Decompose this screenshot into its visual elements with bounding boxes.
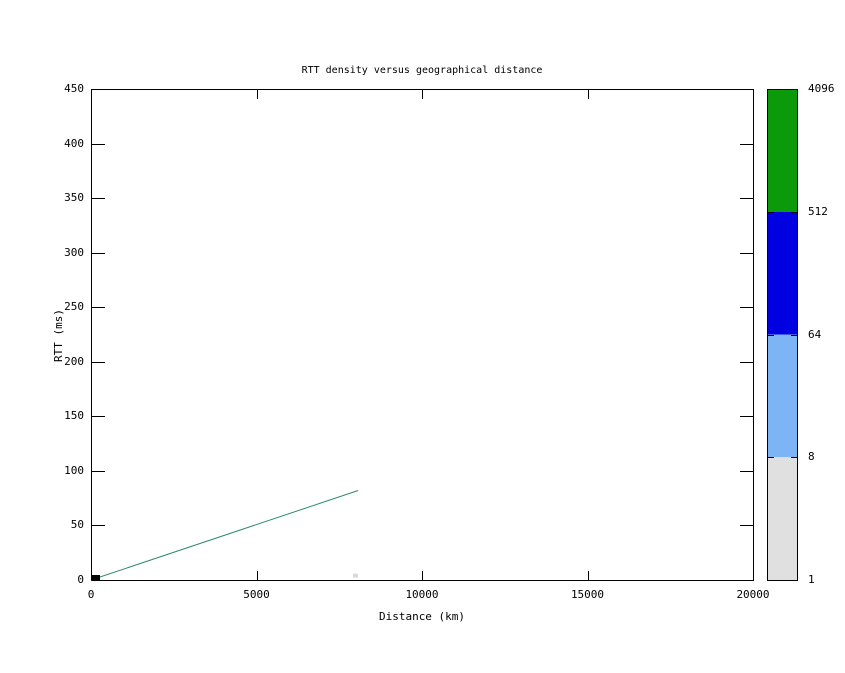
y-tick-label: 0 [77, 573, 84, 586]
x-tick-label: 15000 [570, 588, 605, 601]
x-tick-label: 20000 [736, 588, 770, 601]
colorbar-segment [767, 457, 797, 580]
chart-title: RTT density versus geographical distance [301, 65, 543, 76]
x-tick-label: 0 [87, 588, 95, 601]
colorbar-tick-label: 64 [808, 327, 822, 341]
colorbar-segment [767, 89, 797, 212]
colorbar-segment [767, 334, 797, 458]
y-tick-label: 100 [64, 463, 84, 477]
sparse-density-point [352, 573, 358, 578]
origin-density-blob [91, 575, 100, 580]
colorbar-segment [767, 211, 797, 335]
y-tick-label: 400 [64, 136, 84, 150]
y-tick-label: 250 [64, 300, 84, 314]
colorbar-tick-label: 512 [808, 204, 828, 218]
x-tick-label: 5000 [243, 588, 270, 601]
y-tick-label: 450 [64, 82, 84, 95]
x-axis-label: Distance (km) [378, 610, 466, 623]
colorbar-frame [767, 89, 798, 581]
plot-frame [91, 89, 754, 581]
y-tick-label: 350 [64, 191, 84, 205]
colorbar-tick-label: 8 [808, 450, 815, 464]
y-tick-label: 200 [64, 354, 84, 368]
colorbar-tick-label: 1 [808, 573, 815, 586]
y-tick-label: 50 [70, 518, 84, 532]
min-rtt-speed-of-light-line [90, 490, 359, 581]
y-tick-label: 300 [64, 245, 84, 259]
x-tick-label: 10000 [405, 588, 439, 601]
colorbar-tick-label: 4096 [808, 82, 835, 95]
y-tick-label: 150 [64, 409, 84, 423]
